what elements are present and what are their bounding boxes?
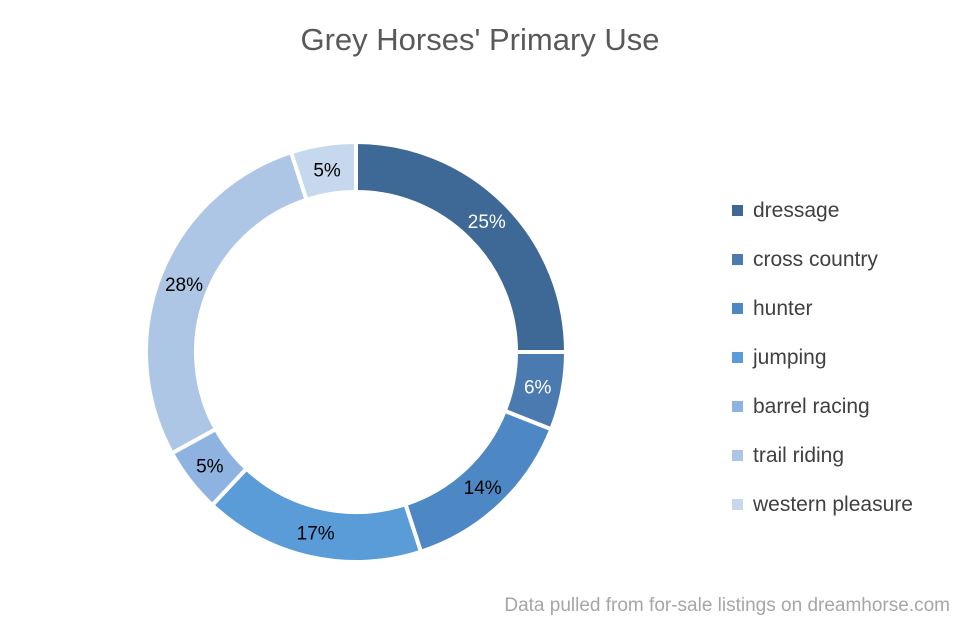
legend-swatch bbox=[732, 303, 743, 314]
data-label-hunter: 14% bbox=[464, 478, 502, 499]
legend-item-barrel-racing: barrel racing bbox=[732, 382, 913, 431]
legend-swatch bbox=[732, 499, 743, 510]
legend-item-hunter: hunter bbox=[732, 284, 913, 333]
data-label-jumping: 17% bbox=[297, 524, 335, 545]
legend-label: trail riding bbox=[753, 443, 845, 467]
legend-swatch bbox=[732, 205, 743, 216]
legend-swatch bbox=[732, 254, 743, 265]
legend-swatch bbox=[732, 352, 743, 363]
source-note: Data pulled from for-sale listings on dr… bbox=[504, 595, 950, 616]
donut-slice-trail-riding bbox=[144, 149, 310, 456]
legend-item-western-pleasure: western pleasure bbox=[732, 480, 913, 529]
legend-item-dressage: dressage bbox=[732, 186, 913, 235]
legend-swatch bbox=[732, 450, 743, 461]
legend-swatch bbox=[732, 401, 743, 412]
legend-item-trail-riding: trail riding bbox=[732, 431, 913, 480]
legend-label: hunter bbox=[753, 296, 813, 320]
data-label-barrel-racing: 5% bbox=[196, 456, 224, 477]
legend-item-cross-country: cross country bbox=[732, 235, 913, 284]
data-label-trail-riding: 28% bbox=[165, 275, 203, 296]
legend: dressage cross country hunter jumping barrel… bbox=[732, 186, 913, 529]
chart-title: Grey Horses' Primary Use bbox=[300, 22, 660, 57]
legend-label: jumping bbox=[753, 345, 827, 369]
donut-slice-western-pleasure bbox=[288, 139, 358, 203]
donut-slice-jumping bbox=[209, 465, 424, 564]
data-label-dressage: 25% bbox=[468, 212, 506, 233]
data-label-western-pleasure: 5% bbox=[313, 160, 341, 181]
legend-label: cross country bbox=[753, 247, 878, 271]
donut-slice-dressage bbox=[354, 139, 569, 354]
legend-label: dressage bbox=[753, 198, 840, 222]
legend-label: western pleasure bbox=[753, 492, 913, 516]
legend-item-jumping: jumping bbox=[732, 333, 913, 382]
legend-label: barrel racing bbox=[753, 394, 870, 418]
data-label-cross-country: 6% bbox=[524, 378, 552, 399]
